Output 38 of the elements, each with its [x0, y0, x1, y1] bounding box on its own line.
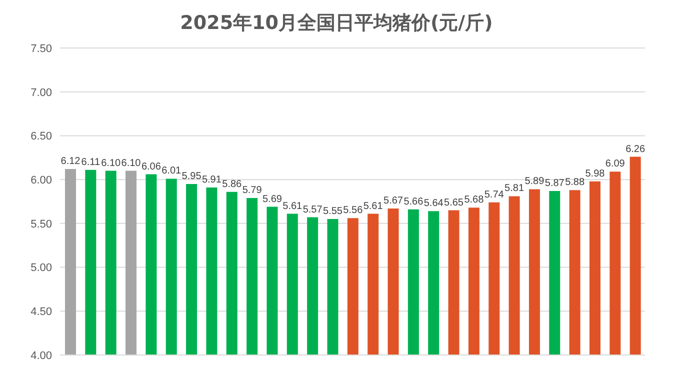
- y-tick-label: 5.00: [30, 262, 52, 274]
- chart-title: 2025年10月全国日平均猪价(元/斤): [179, 11, 494, 36]
- data-label: 5.91: [202, 174, 222, 186]
- data-label: 5.95: [182, 170, 202, 182]
- y-tick-label: 7.50: [30, 42, 52, 55]
- data-label: 5.89: [524, 176, 545, 188]
- y-tick-label: 6.00: [30, 174, 52, 186]
- data-label: 5.65: [444, 197, 464, 208]
- data-label: 6.26: [626, 144, 646, 155]
- data-label: 5.98: [585, 168, 606, 180]
- y-tick-label: 7.00: [30, 86, 52, 99]
- data-label: 5.61: [363, 200, 384, 212]
- data-label: 5.87: [544, 178, 565, 189]
- y-tick-label: 4.50: [30, 306, 52, 318]
- data-label: 5.88: [565, 177, 585, 188]
- data-label: 5.86: [222, 178, 242, 190]
- y-tick-label: 4.00: [30, 350, 52, 362]
- data-label: 6.06: [141, 161, 162, 172]
- data-label: 6.10: [101, 158, 122, 169]
- data-label: 5.67: [384, 196, 404, 207]
- data-label: 5.64: [424, 198, 444, 210]
- data-label: 5.69: [262, 194, 282, 205]
- data-label: 6.10: [121, 158, 142, 169]
- data-label: 5.68: [464, 194, 484, 206]
- data-label: 6.11: [81, 156, 100, 168]
- y-tick-label: 5.50: [30, 218, 52, 230]
- data-label: 5.79: [242, 184, 262, 196]
- data-label: 5.66: [404, 196, 424, 208]
- data-label: 6.09: [605, 158, 626, 170]
- data-label: 5.74: [484, 189, 504, 200]
- data-label: 6.01: [162, 166, 182, 177]
- data-label: 5.81: [504, 183, 524, 194]
- data-label: 6.12: [60, 156, 81, 168]
- data-label: 5.57: [302, 204, 323, 216]
- data-label: 5.61: [282, 200, 303, 212]
- data-label: 5.56: [343, 205, 364, 216]
- y-tick-label: 6.50: [30, 130, 52, 143]
- data-label: 5.55: [323, 206, 343, 218]
